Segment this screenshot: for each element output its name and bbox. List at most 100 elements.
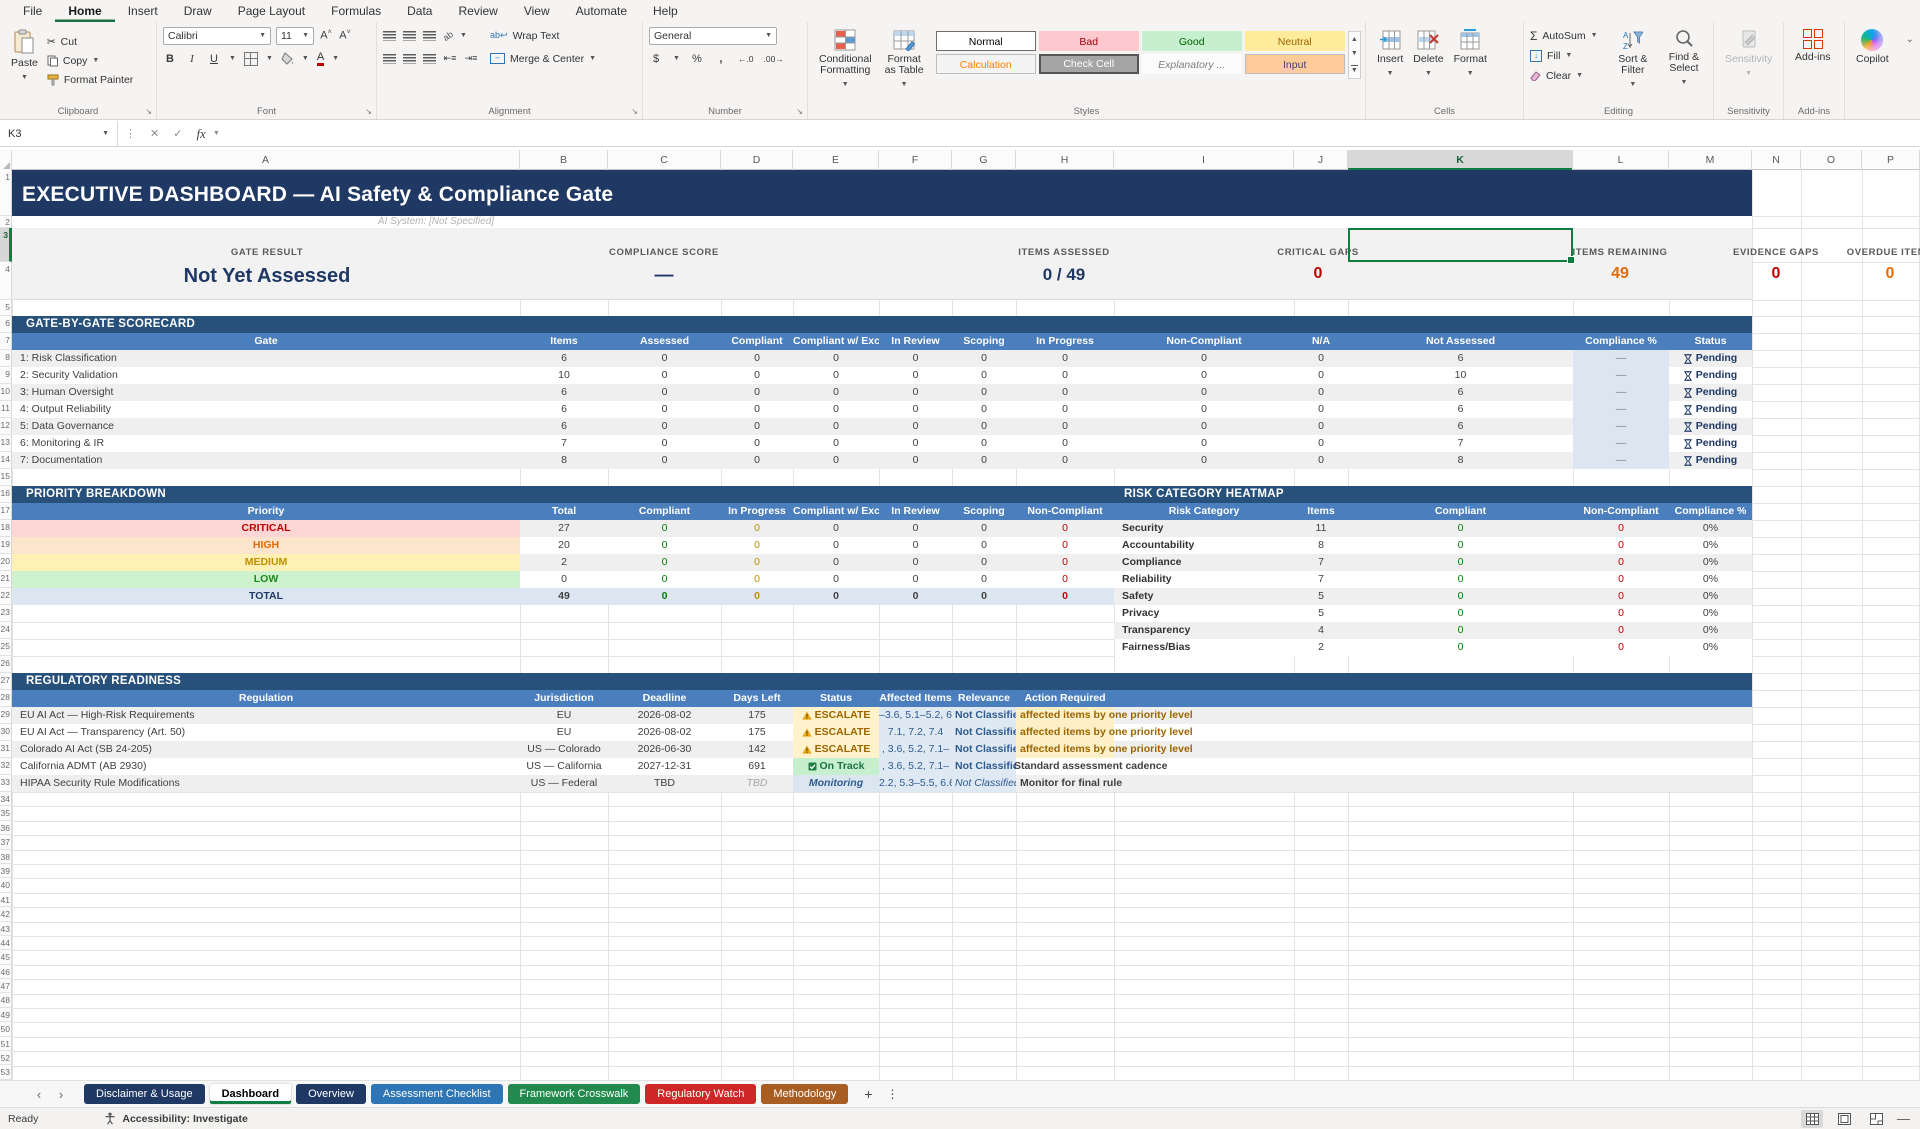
priority-header-cell[interactable]: In Progress bbox=[728, 505, 786, 517]
reg-status-cell[interactable]: On Track bbox=[793, 758, 879, 775]
total-cell[interactable]: 49 bbox=[558, 590, 570, 602]
compliant-exc-cell[interactable]: 0 bbox=[833, 352, 839, 364]
deadline-cell[interactable]: 2026-08-02 bbox=[637, 709, 692, 721]
align-bottom-icon[interactable] bbox=[423, 30, 436, 41]
column-header[interactable]: A bbox=[12, 150, 520, 170]
compliance-pct-cell[interactable]: — bbox=[1573, 350, 1669, 367]
in-review-cell[interactable]: 0 bbox=[912, 437, 919, 449]
compliant-cell[interactable]: 0 bbox=[1457, 590, 1464, 602]
compliant-exc-cell[interactable]: 0 bbox=[833, 573, 839, 585]
ribbon-tab[interactable]: Formulas bbox=[331, 4, 382, 18]
priority-header-cell[interactable]: Scoping bbox=[963, 505, 1005, 517]
gate-cell[interactable]: 6: Monitoring & IR bbox=[20, 437, 105, 449]
compliance-pct-cell[interactable]: 0% bbox=[1702, 556, 1719, 568]
row-header-30[interactable]: 30 bbox=[0, 724, 12, 741]
priority-header-cell[interactable]: Compliant bbox=[638, 505, 691, 517]
underline-dropdown-icon[interactable]: ▼ bbox=[229, 55, 236, 62]
non-compliant-cell[interactable]: 0 bbox=[1618, 573, 1624, 585]
ribbon-tab[interactable]: Insert bbox=[127, 4, 158, 18]
name-box-splitter[interactable]: ⋮ bbox=[125, 128, 136, 140]
page-layout-view-button[interactable] bbox=[1833, 1110, 1855, 1128]
na-cell[interactable]: 0 bbox=[1318, 369, 1324, 381]
orientation-icon[interactable]: ab bbox=[441, 28, 455, 43]
regulation-cell[interactable]: EU AI Act — High-Risk Requirements bbox=[20, 709, 195, 721]
items-cell[interactable]: 8 bbox=[1318, 539, 1324, 551]
status-cell[interactable]: Pending bbox=[1669, 384, 1752, 401]
row-header-32[interactable]: 32 bbox=[0, 758, 12, 775]
status-cell[interactable]: Pending bbox=[1669, 367, 1752, 384]
scorecard-header-cell[interactable]: Non-Compliant bbox=[1166, 335, 1242, 347]
compliant-cell[interactable]: 0 bbox=[1457, 573, 1464, 585]
row-header-6[interactable]: 6 bbox=[0, 316, 12, 333]
paste-button[interactable]: Paste ▼ bbox=[6, 27, 43, 88]
row-header-4[interactable]: 4 bbox=[0, 262, 12, 300]
regulation-cell[interactable]: EU AI Act — Transparency (Art. 50) bbox=[20, 726, 186, 738]
scoping-cell[interactable]: 0 bbox=[981, 352, 987, 364]
row-header-47[interactable]: 47 bbox=[0, 979, 12, 994]
compliant-exc-cell[interactable]: 0 bbox=[833, 556, 839, 568]
scorecard-header-cell[interactable]: Not Assessed bbox=[1425, 335, 1496, 347]
row-header-14[interactable]: 14 bbox=[0, 452, 12, 469]
alignment-dialog-launcher[interactable]: ↘ bbox=[631, 107, 638, 116]
priority-cell[interactable]: CRITICAL bbox=[12, 520, 520, 537]
row-header-51[interactable]: 51 bbox=[0, 1036, 12, 1052]
row-header-27[interactable]: 27 bbox=[0, 673, 12, 690]
row-header-40[interactable]: 40 bbox=[0, 878, 12, 893]
days-left-cell[interactable]: 175 bbox=[748, 726, 766, 738]
font-color-dropdown-icon[interactable]: ▼ bbox=[332, 55, 340, 62]
scorecard-header-cell[interactable]: In Progress bbox=[1036, 335, 1094, 347]
row-header-49[interactable]: 49 bbox=[0, 1007, 12, 1023]
reg-status-cell[interactable]: Monitoring bbox=[793, 775, 879, 792]
compliance-pct-cell[interactable]: 0% bbox=[1702, 590, 1719, 602]
row-header-16[interactable]: 16 bbox=[0, 486, 12, 503]
compliance-pct-cell[interactable]: 0% bbox=[1702, 522, 1719, 534]
relevance-cell[interactable]: Not Classified bbox=[952, 707, 1016, 724]
scorecard-header-cell[interactable]: Compliant w/ Exc. bbox=[793, 335, 879, 347]
items-cell[interactable]: 5 bbox=[1318, 607, 1324, 619]
compliant-cell[interactable]: 0 bbox=[754, 386, 760, 398]
style-chip[interactable]: Input bbox=[1244, 54, 1345, 74]
row-header-23[interactable]: 23 bbox=[0, 605, 12, 622]
compliant-cell[interactable]: 0 bbox=[1457, 607, 1464, 619]
reg-status-cell[interactable]: ESCALATE bbox=[793, 724, 879, 741]
ribbon-tab[interactable]: Page Layout bbox=[237, 4, 306, 18]
row-header-18[interactable]: 18 bbox=[0, 520, 12, 537]
relevance-cell[interactable]: Not Classified bbox=[952, 775, 1016, 792]
regulatory-header-cell[interactable]: Days Left bbox=[733, 692, 781, 704]
compliance-pct-cell[interactable]: — bbox=[1573, 452, 1669, 469]
ribbon-tab[interactable]: Automate bbox=[575, 4, 628, 18]
grow-font-button[interactable]: A˄ bbox=[320, 29, 332, 42]
heatmap-header-cell[interactable]: Risk Category bbox=[1168, 505, 1240, 517]
kpi[interactable]: ITEMS REMAINING 49 bbox=[1460, 228, 1780, 283]
assessed-cell[interactable]: 0 bbox=[661, 369, 668, 381]
in-review-cell[interactable]: 0 bbox=[912, 522, 919, 534]
italic-button[interactable]: I bbox=[190, 52, 194, 65]
heatmap-header-cell[interactable]: Compliant bbox=[1434, 505, 1487, 517]
align-center-icon[interactable] bbox=[403, 53, 416, 64]
ribbon-collapse-icon[interactable]: ⌄ bbox=[1905, 34, 1914, 45]
in-progress-cell[interactable]: 0 bbox=[754, 556, 760, 568]
not-assessed-cell[interactable]: 8 bbox=[1457, 454, 1464, 466]
font-dialog-launcher[interactable]: ↘ bbox=[365, 107, 372, 116]
compliant-exc-cell[interactable]: 0 bbox=[833, 403, 839, 415]
cf-dropdown-icon[interactable]: ▼ bbox=[841, 81, 849, 88]
na-cell[interactable]: 0 bbox=[1318, 454, 1324, 466]
row-header-50[interactable]: 50 bbox=[0, 1022, 12, 1037]
affected-items-cell[interactable]: , 3.6, 5.2, 7.1– bbox=[879, 758, 952, 775]
in-review-cell[interactable]: 0 bbox=[912, 420, 919, 432]
copilot-button[interactable]: Copilot bbox=[1851, 27, 1894, 67]
row-header-8[interactable]: 8 bbox=[0, 350, 12, 367]
priority-cell[interactable]: TOTAL bbox=[248, 590, 284, 602]
non-compliant-cell[interactable]: 0 bbox=[1201, 403, 1207, 415]
non-compliant-cell[interactable]: 0 bbox=[1618, 641, 1624, 653]
non-compliant-cell[interactable]: 0 bbox=[1201, 369, 1207, 381]
scoping-cell[interactable]: 0 bbox=[981, 522, 987, 534]
status-cell[interactable]: Pending bbox=[1669, 418, 1752, 435]
risk-category-cell[interactable]: Security bbox=[1122, 522, 1164, 534]
risk-category-cell[interactable]: Accountability bbox=[1122, 539, 1195, 551]
days-left-cell[interactable]: TBD bbox=[746, 777, 768, 789]
row-header-21[interactable]: 21 bbox=[0, 571, 12, 588]
non-compliant-cell[interactable]: 0 bbox=[1062, 539, 1068, 551]
page-break-view-button[interactable] bbox=[1865, 1110, 1887, 1128]
deadline-cell[interactable]: TBD bbox=[654, 777, 675, 789]
